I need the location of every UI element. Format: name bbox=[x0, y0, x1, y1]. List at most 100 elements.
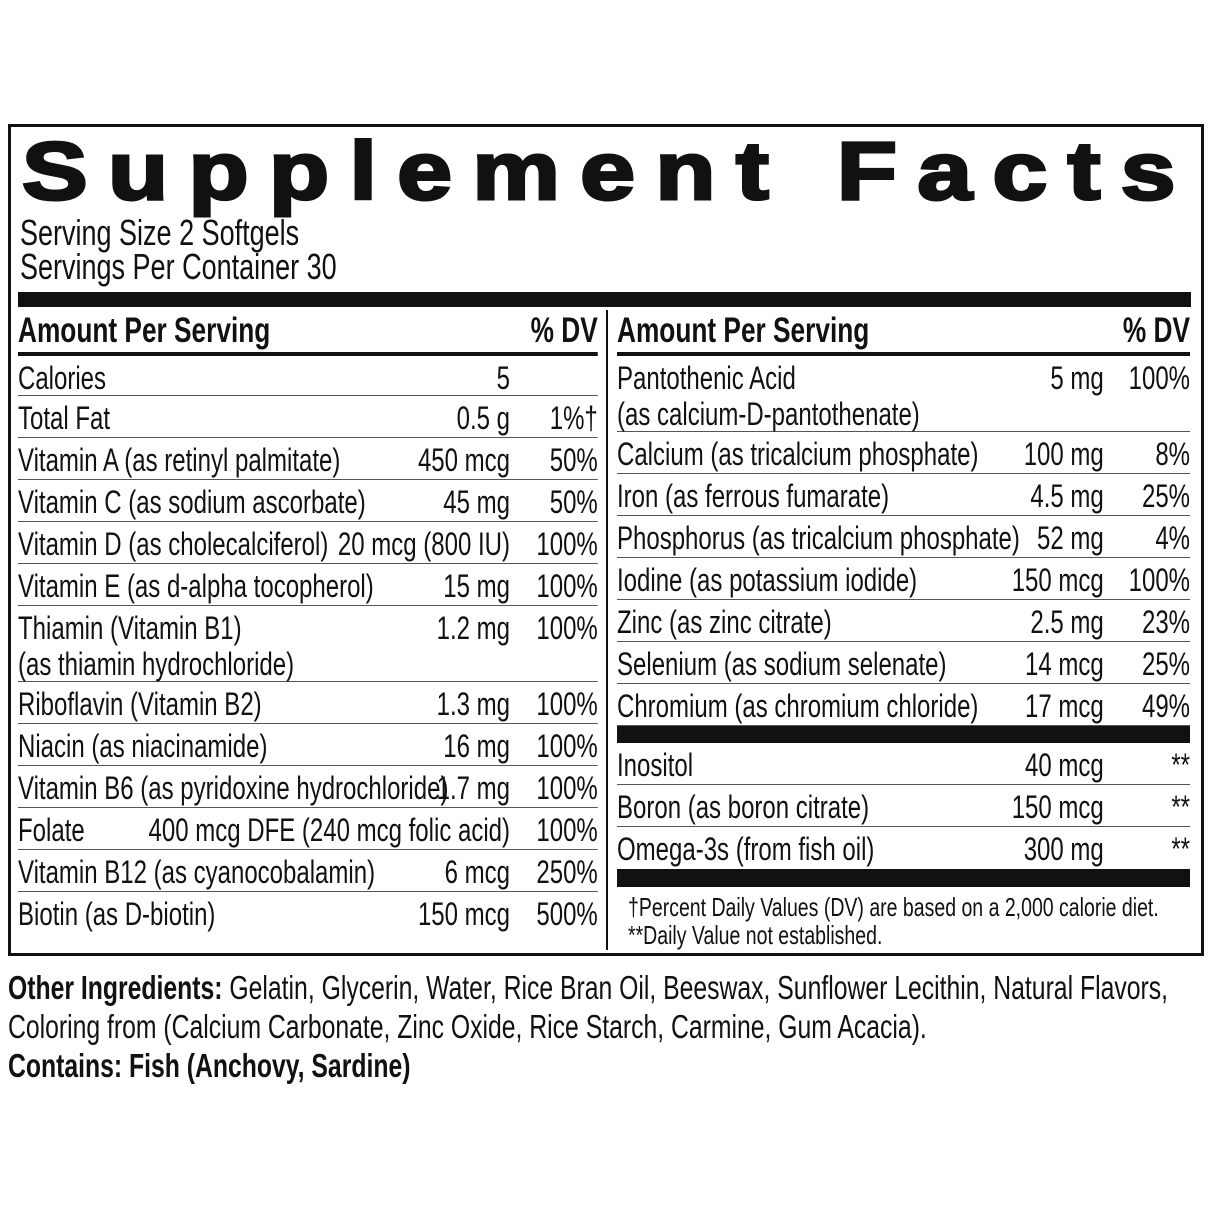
nutrient-amount: 150 mcg bbox=[1011, 789, 1104, 825]
nutrient-amount: 15 mg bbox=[443, 568, 510, 604]
nutrient-amount: 20 mcg (800 IU) bbox=[337, 526, 510, 562]
nutrient-name: Selenium (as sodium selenate) bbox=[617, 646, 947, 682]
nutrient-source: (as thiamin hydrochloride) bbox=[18, 646, 295, 682]
nutrient-name: Total Fat bbox=[18, 400, 111, 436]
nutrient-dv: 8% bbox=[1155, 436, 1190, 472]
nutrient-dv: 100% bbox=[536, 812, 598, 848]
footnote-not-established: **Daily Value not established. bbox=[628, 920, 883, 950]
other-ingredients-text: Gelatin, Glycerin, Water, Rice Bran Oil,… bbox=[8, 969, 1168, 1045]
nutrient-dv: 100% bbox=[536, 568, 598, 604]
nutrient-row: Thiamin (Vitamin B1) 1.2 mg 100% (as thiami… bbox=[18, 606, 598, 682]
nutrient-dv: 49% bbox=[1141, 688, 1190, 724]
serving-info: Serving Size 2 Softgels Servings Per Con… bbox=[20, 212, 620, 287]
amount-header: Amount Per Serving bbox=[18, 311, 271, 350]
nutrient-dv: 23% bbox=[1141, 604, 1190, 640]
serving-size: Serving Size 2 Softgels bbox=[20, 212, 300, 253]
nutrient-amount: 0.5 g bbox=[456, 400, 510, 436]
nutrient-row: Vitamin D (as cholecalciferol) 20 mcg (80… bbox=[18, 522, 598, 564]
other-ingredients: Other Ingredients: Gelatin, Glycerin, Wa… bbox=[8, 968, 1201, 1046]
nutrient-row: Vitamin C (as sodium ascorbate) 45 mg 50% bbox=[18, 480, 598, 522]
nutrient-dv: 250% bbox=[536, 854, 598, 890]
thick-divider bbox=[18, 292, 1191, 307]
nutrient-row: Inositol 40 mcg ** bbox=[617, 743, 1190, 785]
nutrient-name: Vitamin D (as cholecalciferol) bbox=[18, 526, 329, 562]
nutrient-row: Total Fat 0.5 g 1%† bbox=[18, 396, 598, 438]
nutrient-amount: 100 mg bbox=[1023, 436, 1104, 472]
nutrient-amount: 5 mg bbox=[1050, 360, 1104, 396]
nutrient-dv: ** bbox=[1171, 747, 1190, 783]
nutrient-name: Vitamin B12 (as cyanocobalamin) bbox=[18, 854, 376, 890]
nutrient-name: Riboflavin (Vitamin B2) bbox=[18, 686, 262, 722]
panel-title: Supplement Facts bbox=[20, 125, 1196, 219]
amount-header: Amount Per Serving bbox=[617, 311, 870, 350]
nutrient-amount: 6 mcg bbox=[444, 854, 510, 890]
nutrient-name: Zinc (as zinc citrate) bbox=[617, 604, 832, 640]
nutrient-row: Biotin (as D-biotin) 150 mcg 500% bbox=[18, 892, 598, 934]
nutrient-row: Folate 400 mcg DFE (240 mcg folic acid) 10… bbox=[18, 808, 598, 850]
nutrient-dv: 100% bbox=[536, 728, 598, 764]
nutrient-row: Omega-3s (from fish oil) 300 mg ** bbox=[617, 827, 1190, 869]
nutrient-amount: 14 mcg bbox=[1025, 646, 1104, 682]
nutrient-amount: 300 mg bbox=[1023, 831, 1104, 867]
nutrient-dv: 50% bbox=[549, 442, 598, 478]
ingredients-section: Other Ingredients: Gelatin, Glycerin, Wa… bbox=[8, 968, 1201, 1085]
nutrient-row: Vitamin A (as retinyl palmitate) 450 mcg 5… bbox=[18, 438, 598, 480]
footnotes: †Percent Daily Values (DV) are based on … bbox=[628, 893, 1198, 949]
nutrient-name: Iodine (as potassium iodide) bbox=[617, 562, 918, 598]
nutrient-name: Iron (as ferrous fumarate) bbox=[617, 478, 890, 514]
nutrient-name: Vitamin E (as d-alpha tocopherol) bbox=[18, 568, 374, 604]
left-column: Amount Per Serving % DV Calories 5 Total F… bbox=[18, 310, 598, 934]
nutrient-name: Calcium (as tricalcium phosphate) bbox=[617, 436, 979, 472]
footnote-dv: †Percent Daily Values (DV) are based on … bbox=[628, 892, 1159, 922]
other-ingredients-label: Other Ingredients: bbox=[8, 969, 223, 1006]
nutrient-name: Vitamin C (as sodium ascorbate) bbox=[18, 484, 366, 520]
nutrient-dv: 100% bbox=[1128, 562, 1190, 598]
nutrient-dv: 500% bbox=[536, 896, 598, 932]
nutrient-dv: ** bbox=[1171, 831, 1190, 867]
nutrient-name: Folate bbox=[18, 812, 85, 848]
nutrient-source: (as calcium-D-pantothenate) bbox=[617, 396, 920, 432]
nutrient-row: Pantothenic Acid 5 mg 100% (as calcium-D-pa… bbox=[617, 356, 1190, 432]
nutrient-dv: 25% bbox=[1141, 478, 1190, 514]
nutrient-row: Selenium (as sodium selenate) 14 mcg 25% bbox=[617, 642, 1190, 684]
thick-divider bbox=[617, 869, 1190, 887]
allergen-statement: Contains: Fish (Anchovy, Sardine) bbox=[8, 1047, 411, 1084]
nutrient-row: Iodine (as potassium iodide) 150 mcg 100% bbox=[617, 558, 1190, 600]
nutrient-amount: 45 mg bbox=[443, 484, 510, 520]
nutrient-name: Pantothenic Acid bbox=[617, 360, 796, 396]
nutrient-dv: 100% bbox=[536, 686, 598, 722]
nutrient-name: Boron (as boron citrate) bbox=[617, 789, 870, 825]
nutrient-amount: 40 mcg bbox=[1025, 747, 1104, 783]
nutrient-dv: 50% bbox=[549, 484, 598, 520]
nutrient-name: Phosphorus (as tricalcium phosphate) bbox=[617, 520, 1020, 556]
nutrient-dv: 100% bbox=[1128, 360, 1190, 396]
nutrient-dv: 100% bbox=[536, 526, 598, 562]
nutrient-name: Calories bbox=[18, 360, 107, 396]
nutrient-row: Phosphorus (as tricalcium phosphate) 52 m… bbox=[617, 516, 1190, 558]
thick-divider bbox=[617, 725, 1190, 743]
column-header: Amount Per Serving % DV bbox=[18, 310, 598, 356]
nutrient-row: Chromium (as chromium chloride) 17 mcg 49% bbox=[617, 684, 1190, 726]
nutrient-amount: 4.5 mg bbox=[1030, 478, 1104, 514]
column-divider bbox=[606, 310, 608, 950]
nutrient-row: Vitamin B12 (as cyanocobalamin) 6 mcg 250% bbox=[18, 850, 598, 892]
nutrient-amount: 1.3 mg bbox=[436, 686, 510, 722]
nutrient-name: Inositol bbox=[617, 747, 694, 783]
nutrient-row: Zinc (as zinc citrate) 2.5 mg 23% bbox=[617, 600, 1190, 642]
nutrient-name: Niacin (as niacinamide) bbox=[18, 728, 268, 764]
nutrient-name: Biotin (as D-biotin) bbox=[18, 896, 216, 932]
nutrient-row: Iron (as ferrous fumarate) 4.5 mg 25% bbox=[617, 474, 1190, 516]
nutrient-row: Boron (as boron citrate) 150 mcg ** bbox=[617, 785, 1190, 827]
nutrient-row: Riboflavin (Vitamin B2) 1.3 mg 100% bbox=[18, 682, 598, 724]
nutrient-row: Calcium (as tricalcium phosphate) 100 mg 8… bbox=[617, 432, 1190, 474]
nutrient-name: Vitamin A (as retinyl palmitate) bbox=[18, 442, 341, 478]
nutrient-amount: 52 mg bbox=[1037, 520, 1104, 556]
nutrient-amount: 150 mcg bbox=[1011, 562, 1104, 598]
nutrient-row: Calories 5 bbox=[18, 356, 598, 396]
nutrient-row: Niacin (as niacinamide) 16 mg 100% bbox=[18, 724, 598, 766]
nutrient-amount: 5 bbox=[496, 360, 510, 396]
nutrient-name: Omega-3s (from fish oil) bbox=[617, 831, 875, 867]
nutrient-amount: 450 mcg bbox=[417, 442, 510, 478]
servings-per-container: Servings Per Container 30 bbox=[20, 246, 337, 287]
nutrient-name: Vitamin B6 (as pyridoxine hydrochloride) bbox=[18, 770, 449, 806]
